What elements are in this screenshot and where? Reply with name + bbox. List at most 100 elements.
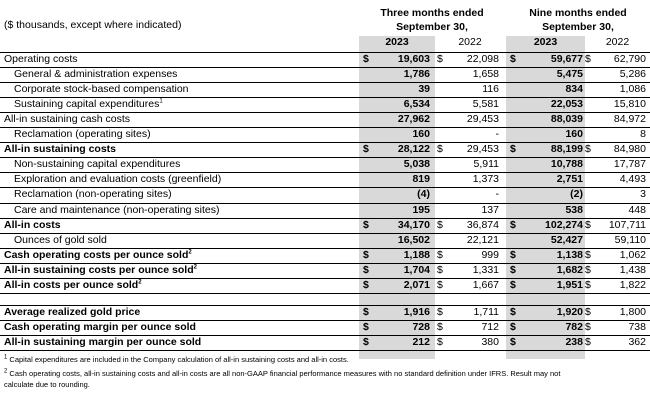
currency-symbol: $ <box>585 248 591 261</box>
units-label: ($ thousands, except where indicated) <box>4 19 182 31</box>
row-label: Operating costs <box>4 53 78 66</box>
value-cell: 28,122 <box>397 143 430 156</box>
row-label-text: Reclamation (operating sites) <box>14 128 151 141</box>
value-cell: (2) <box>570 188 583 201</box>
row-label-text: Average realized gold price <box>4 305 141 318</box>
currency-symbol: $ <box>437 248 443 261</box>
row-divider <box>0 293 650 294</box>
footnote-number: 1 <box>4 354 8 361</box>
row-divider <box>0 67 650 68</box>
value-cell: 1,438 <box>619 263 646 276</box>
row-label-text: Cash operating margin per ounce sold <box>4 320 196 333</box>
value-cell: 712 <box>481 320 499 333</box>
value-cell: 195 <box>412 203 430 216</box>
row-label: Exploration and evaluation costs (greenf… <box>14 173 221 186</box>
value-cell: 2,071 <box>403 278 430 291</box>
row-label-text: All-in costs <box>4 218 61 231</box>
row-label: All-in sustaining margin per ounce sold <box>4 336 201 349</box>
row-label-text: Cash operating costs per ounce sold <box>4 248 189 261</box>
year-header-nine-prior: 2022 <box>605 36 630 48</box>
value-cell: 448 <box>628 203 646 216</box>
value-cell: 84,972 <box>613 113 646 126</box>
group-header-nine-months-line2: September 30, <box>542 21 614 33</box>
value-cell: 59,110 <box>614 233 646 246</box>
footnote-line: 2 Cash operating costs, all-in sustainin… <box>4 368 560 379</box>
row-label-text: Reclamation (non-operating sites) <box>14 188 172 201</box>
value-cell: 5,475 <box>556 68 583 81</box>
value-cell: 1,800 <box>619 305 646 318</box>
currency-symbol: $ <box>510 143 516 156</box>
value-cell: 34,170 <box>397 218 430 231</box>
value-cell: 22,053 <box>550 98 583 111</box>
row-divider <box>0 350 650 351</box>
currency-symbol: $ <box>585 278 591 291</box>
currency-symbol: $ <box>437 305 443 318</box>
row-label: Ounces of gold sold <box>14 234 107 247</box>
currency-symbol: $ <box>585 53 591 65</box>
value-cell: 22,121 <box>466 233 499 246</box>
value-cell: 15,810 <box>613 98 646 111</box>
row-divider <box>0 320 650 321</box>
value-cell: 999 <box>481 248 499 261</box>
value-cell: 29,453 <box>466 143 499 156</box>
row-label: All-in sustaining costs per ounce sold2 <box>4 264 197 277</box>
currency-symbol: $ <box>363 248 369 261</box>
row-divider <box>0 127 650 128</box>
year-header-three-current: 2023 <box>385 36 409 48</box>
row-divider <box>0 278 650 279</box>
value-cell: 62,790 <box>613 53 646 65</box>
row-divider <box>0 248 650 249</box>
currency-symbol: $ <box>363 320 369 333</box>
footnote-marker: 1 <box>159 98 163 105</box>
value-cell: 36,874 <box>466 218 499 231</box>
currency-symbol: $ <box>510 305 516 318</box>
value-cell: 160 <box>565 128 583 141</box>
currency-symbol: $ <box>510 320 516 333</box>
currency-symbol: $ <box>585 305 591 318</box>
value-cell: 1,373 <box>472 173 499 186</box>
value-cell: 102,274 <box>545 218 583 231</box>
value-cell: 27,962 <box>397 113 430 126</box>
value-cell: 1,086 <box>619 83 646 96</box>
row-label: All-in sustaining costs <box>4 143 116 156</box>
currency-symbol: $ <box>437 263 443 276</box>
row-divider <box>0 97 650 98</box>
value-cell: 84,980 <box>613 143 646 156</box>
footnote-marker: 2 <box>138 279 142 286</box>
row-label-text: Corporate stock-based compensation <box>14 83 189 96</box>
row-divider <box>0 157 650 158</box>
currency-symbol: $ <box>437 53 443 65</box>
row-label: All-in sustaining cash costs <box>4 113 130 126</box>
row-label-text: Exploration and evaluation costs (greenf… <box>14 173 222 186</box>
currency-symbol: $ <box>510 263 516 276</box>
row-label: Reclamation (operating sites) <box>14 128 151 141</box>
group-header-three-months-line1: Three months ended <box>380 7 484 19</box>
row-label-text: All-in costs per ounce sold <box>4 278 139 291</box>
group-header-nine-months-line1: Nine months ended <box>529 7 627 19</box>
value-cell: 5,581 <box>472 98 499 111</box>
value-cell: 107,711 <box>608 218 646 231</box>
value-cell: 1,667 <box>472 278 499 291</box>
footnote-marker: 2 <box>188 249 192 256</box>
currency-symbol: $ <box>585 218 591 231</box>
value-cell: 834 <box>565 83 583 96</box>
value-cell: 59,677 <box>550 53 583 65</box>
value-cell: 538 <box>565 203 583 216</box>
year-header-three-prior: 2022 <box>458 36 482 48</box>
row-divider <box>0 203 650 204</box>
currency-symbol: $ <box>585 263 591 276</box>
group-header-three-months-line2: September 30, <box>396 21 468 33</box>
value-cell: 29,453 <box>466 113 499 126</box>
value-cell: 782 <box>565 320 583 333</box>
row-divider <box>0 142 650 143</box>
row-divider <box>0 263 650 264</box>
value-cell: 6,534 <box>403 98 430 111</box>
value-cell: 728 <box>412 320 430 333</box>
value-cell: 362 <box>628 335 646 348</box>
value-cell: 8 <box>640 128 646 141</box>
currency-symbol: $ <box>363 218 369 231</box>
row-label-text: All-in sustaining costs <box>4 143 117 156</box>
value-cell: 2,751 <box>556 173 583 186</box>
row-label: Corporate stock-based compensation <box>14 83 189 96</box>
